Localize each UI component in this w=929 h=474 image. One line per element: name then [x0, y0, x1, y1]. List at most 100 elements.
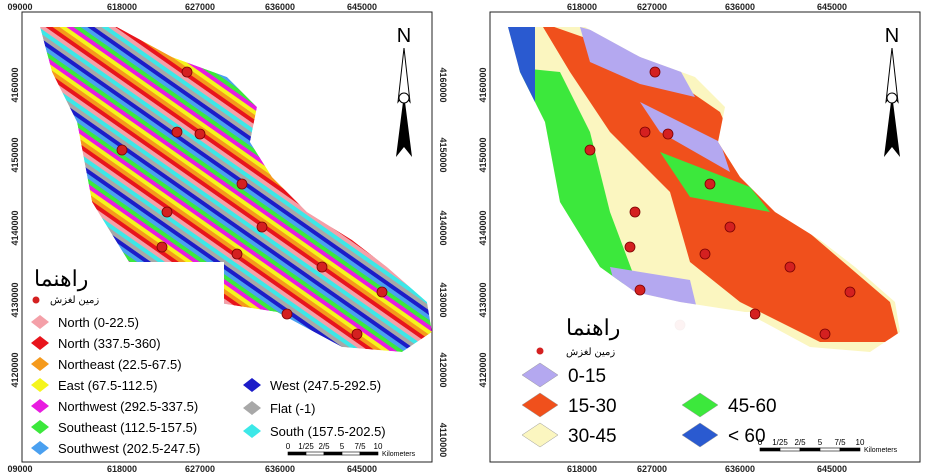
left-coord-label: 4130000: [478, 282, 488, 317]
top-coord-label: 09000: [7, 2, 32, 12]
scale-tick: 1/25: [298, 442, 314, 451]
legend-label: West (247.5-292.5): [270, 378, 381, 393]
top-coord-label: 645000: [347, 2, 377, 12]
bottom-coord-label: 645000: [347, 464, 377, 474]
scale-tick: 5: [340, 442, 345, 451]
legend-swatch: [31, 357, 49, 371]
legend-swatch: [31, 399, 49, 413]
legend-label: Flat (-1): [270, 401, 316, 416]
scale-tick: 7/5: [834, 438, 846, 447]
bottom-coord-label: 636000: [265, 464, 295, 474]
top-coord-label: 645000: [817, 2, 847, 12]
top-coord-label: 627000: [185, 2, 215, 12]
scale-tick: 5: [818, 438, 823, 447]
scale-bar: [359, 451, 379, 456]
bottom-coord-label: 627000: [185, 464, 215, 474]
right-coord-label: 4140000: [438, 210, 448, 245]
landslide-point: [699, 248, 711, 260]
landslide-point: [116, 144, 128, 156]
bottom-coord-label: 618000: [107, 464, 137, 474]
left-coord-label: 4140000: [10, 210, 20, 245]
landslide-point: [749, 308, 761, 320]
landslide-point: [181, 66, 193, 78]
landslide-point: [819, 328, 831, 340]
landslide-point: [161, 206, 173, 218]
landslide-point: [724, 221, 736, 233]
legend-label: Southeast (112.5-157.5): [58, 420, 197, 435]
north-arrow: [398, 92, 410, 104]
north-label: N: [397, 25, 411, 47]
scale-tick: 10: [374, 442, 383, 451]
legend-label: South (157.5-202.5): [270, 424, 386, 439]
scale-tick: 7/5: [354, 442, 366, 451]
landslide-point: [649, 66, 661, 78]
landslide-point: [629, 206, 641, 218]
legend-swatch: [31, 441, 49, 455]
legend-swatch: [31, 378, 49, 392]
north-arrow: [396, 94, 412, 157]
scale-bar: [759, 447, 781, 452]
landslide-point: [784, 261, 796, 273]
scale-tick: 2/5: [318, 442, 330, 451]
bottom-coord-label: 636000: [725, 464, 755, 474]
legend-label: 45-60: [728, 396, 777, 417]
legend-swatch: [31, 336, 49, 350]
scale-unit: Kilometers: [864, 447, 898, 454]
landslide-point: [236, 178, 248, 190]
landslide-point: [316, 261, 328, 273]
landslide-point: [194, 128, 206, 140]
legend-title: راهنما: [34, 266, 88, 292]
landslide-point: [704, 178, 716, 190]
left-coord-label: 4160000: [10, 67, 20, 102]
scale-bar: [819, 447, 841, 452]
north-arrow: [886, 92, 898, 104]
landslide-point: [156, 241, 168, 253]
scale-tick: 2/5: [794, 438, 806, 447]
scale-bar: [287, 451, 307, 456]
landslide-point: [231, 248, 243, 260]
landslide-point: [639, 126, 651, 138]
bottom-coord-label: 09000: [7, 464, 32, 474]
left-coord-label: 4150000: [10, 137, 20, 172]
scale-bar: [305, 451, 325, 456]
landslide-point: [171, 126, 183, 138]
top-coord-label: 618000: [567, 2, 597, 12]
legend-swatch: [681, 422, 719, 448]
legend-swatch: [243, 378, 261, 392]
landslide-point: [584, 144, 596, 156]
left-coord-label: 4150000: [478, 137, 488, 172]
legend-label: Southwest (202.5-247.5): [58, 441, 200, 456]
left-coord-label: 4120000: [478, 352, 488, 387]
top-coord-label: 618000: [107, 2, 137, 12]
legend-point-label: زمین لغزش: [566, 347, 615, 358]
legend-swatch: [243, 401, 261, 415]
landslide-point: [634, 284, 646, 296]
legend-label: Northwest (292.5-337.5): [58, 399, 198, 414]
left-coord-label: 4160000: [478, 67, 488, 102]
legend-swatch: [521, 422, 559, 448]
legend-swatch: [681, 392, 719, 418]
scale-bar: [779, 447, 801, 452]
bottom-coord-label: 645000: [817, 464, 847, 474]
scale-tick: 0: [286, 442, 291, 451]
legend-swatch: [31, 315, 49, 329]
left-coord-label: 4130000: [10, 282, 20, 317]
right-coord-label: 4110000: [438, 423, 448, 458]
right-coord-label: 4120000: [438, 352, 448, 387]
scale-tick: 1/25: [772, 438, 788, 447]
top-coord-label: 636000: [725, 2, 755, 12]
right-coord-label: 4150000: [438, 137, 448, 172]
legend-point: [536, 347, 544, 355]
landslide-point: [281, 308, 293, 320]
legend-label: Northeast (22.5-67.5): [58, 357, 182, 372]
legend-point-label: زمین لغزش: [50, 295, 99, 306]
legend-point: [32, 296, 40, 304]
legend-swatch: [521, 392, 559, 418]
left-coord-label: 4120000: [10, 352, 20, 387]
landslide-point: [662, 128, 674, 140]
landslide-point: [624, 241, 636, 253]
bottom-coord-label: 627000: [637, 464, 667, 474]
slope-class: [580, 27, 695, 97]
landslide-point: [351, 328, 363, 340]
scale-bar: [799, 447, 821, 452]
